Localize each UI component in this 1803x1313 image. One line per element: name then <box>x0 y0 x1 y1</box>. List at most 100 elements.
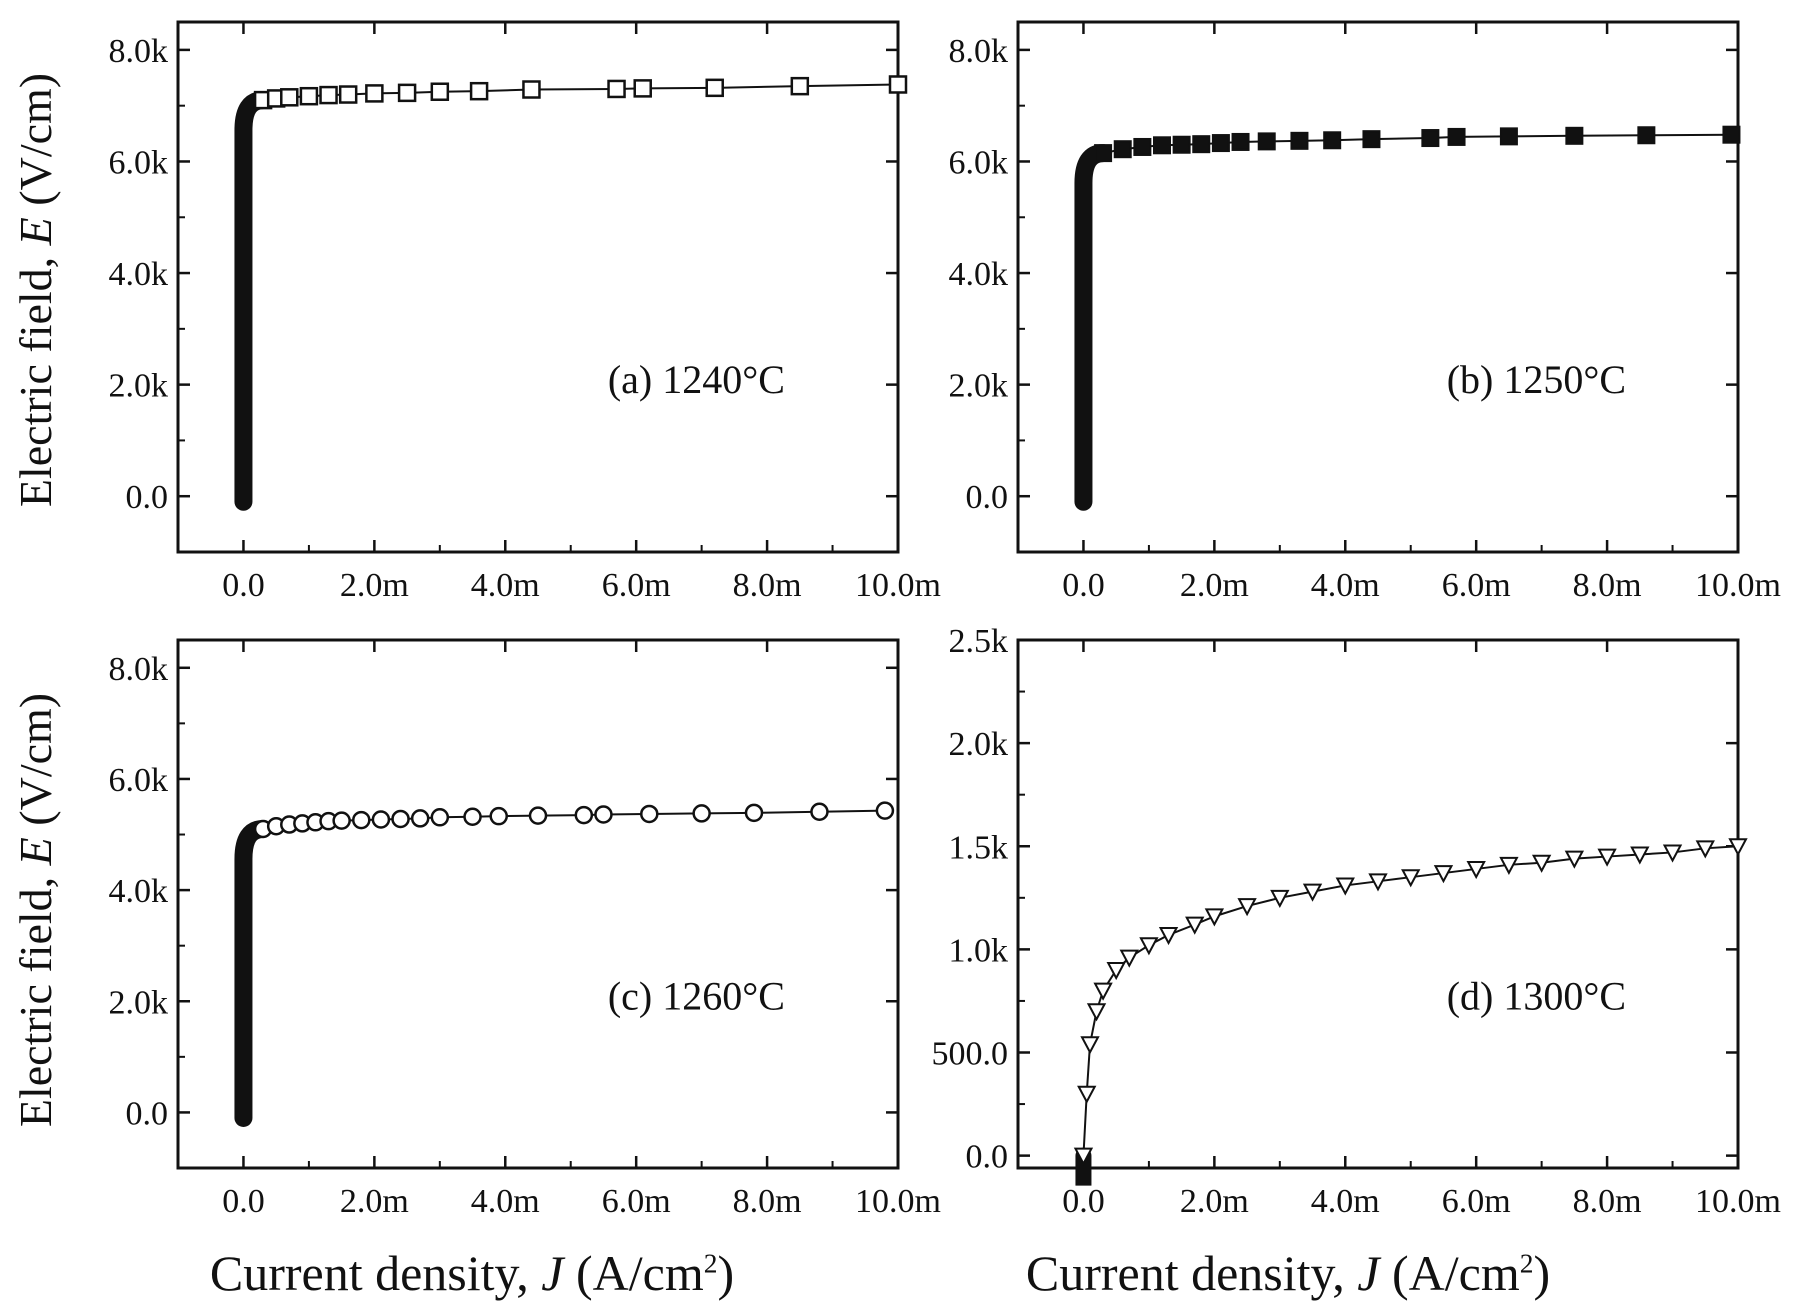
data-point <box>1080 1036 1100 1055</box>
data-point <box>528 806 548 825</box>
y-tick-label: 6.0k <box>109 762 169 799</box>
y-tick-label: 1.5k <box>949 829 1009 866</box>
data-point <box>1433 865 1454 884</box>
data-point <box>1086 1003 1107 1022</box>
x-tick-label: 0.0 <box>222 567 265 604</box>
data-point <box>1499 127 1518 146</box>
data-point <box>1368 873 1388 892</box>
plot-frame <box>176 638 900 1170</box>
data-point <box>1231 132 1250 151</box>
panel-annotation: (c) 1260°C <box>608 974 785 1019</box>
data-point <box>1133 137 1152 156</box>
data-point <box>391 809 410 829</box>
data-point <box>1565 126 1584 145</box>
y-tick-label: 2.0k <box>109 984 169 1021</box>
panel-b: 0.0 2.0m 4.0m 6.0m 8.0m 10.0m 0.0 2.0k 4.0k 6.0k 8… <box>949 20 1781 604</box>
data-point <box>280 88 299 107</box>
data-point <box>1564 850 1585 869</box>
x-tick-label: 4.0m <box>1311 1183 1380 1220</box>
x-label-symbol: J <box>541 1245 564 1301</box>
data-point <box>1695 840 1715 859</box>
x-tick-label: 0.0 <box>1062 1183 1105 1220</box>
data-point <box>1073 1147 1094 1166</box>
data-point <box>299 86 319 106</box>
x-tick-label: 2.0m <box>1180 1183 1249 1220</box>
data-point <box>1323 131 1342 150</box>
data-point <box>1211 134 1230 153</box>
data-point <box>1270 889 1290 908</box>
y-label-prefix: Electric field, <box>10 245 62 508</box>
data-point <box>1172 135 1191 154</box>
x-tick-label: 6.0m <box>602 1183 671 1220</box>
panel-annotation: (d) 1300°C <box>1447 974 1626 1019</box>
x-tick-label: 8.0m <box>733 567 802 604</box>
data-point <box>1722 125 1741 144</box>
data-point <box>574 805 594 825</box>
data-point <box>1335 877 1355 896</box>
y-label-symbol: E <box>10 837 62 866</box>
data-point <box>1204 908 1225 927</box>
data-point <box>875 801 895 820</box>
data-point <box>1421 129 1440 148</box>
data-point <box>1093 982 1113 1001</box>
y-tick-label: 0.0 <box>126 479 169 516</box>
plot-frame <box>176 20 900 554</box>
y-tick-label: 2.0k <box>109 368 169 405</box>
data-point <box>1302 883 1323 902</box>
plot-frame <box>1016 20 1740 554</box>
y-tick-label: 6.0k <box>949 144 1009 181</box>
data-point <box>397 83 417 103</box>
data-point <box>463 807 482 826</box>
data-point <box>430 808 450 827</box>
y-tick-label: 2.5k <box>949 623 1009 660</box>
y-tick-label: 4.0k <box>109 256 169 293</box>
data-point <box>1401 869 1421 888</box>
data-point <box>633 79 652 98</box>
data-point <box>1119 949 1139 968</box>
x-tick-label: 6.0m <box>1442 1183 1511 1220</box>
y-tick-label: 8.0k <box>109 33 169 70</box>
x-tick-label: 4.0m <box>1311 567 1380 604</box>
x-label-close: ) <box>1533 1245 1551 1301</box>
data-point <box>365 84 384 103</box>
data-point <box>410 809 430 828</box>
x-label-prefix: Current density, <box>209 1245 542 1301</box>
data-point <box>594 805 613 824</box>
data-point <box>319 85 338 105</box>
x-tick-label: 8.0m <box>1573 567 1642 604</box>
y-tick-label: 0.0 <box>966 1139 1009 1176</box>
x-tick-label: 8.0m <box>733 1183 802 1220</box>
y-tick-label: 2.0k <box>949 726 1009 763</box>
data-point <box>1290 131 1309 150</box>
data-point <box>371 810 391 829</box>
series-line <box>1082 845 1739 1156</box>
x-tick-label: 2.0m <box>340 567 409 604</box>
y-tick-label: 8.0k <box>949 33 1009 70</box>
x-label-close: ) <box>717 1245 735 1301</box>
data-point <box>1158 926 1179 946</box>
data-point <box>1447 127 1466 146</box>
data-point <box>1499 856 1519 875</box>
x-axis-label-left: Current density, J (A/cm2) <box>82 1248 862 1298</box>
x-tick-label: 0.0 <box>1062 567 1105 604</box>
x-label-sup: 2 <box>703 1247 718 1279</box>
data-point <box>1077 1085 1097 1104</box>
x-tick-label: 6.0m <box>602 567 671 604</box>
data-point <box>1531 854 1552 873</box>
data-point <box>1597 848 1617 867</box>
data-point <box>790 76 810 96</box>
x-tick-label: 4.0m <box>471 567 540 604</box>
data-point <box>1237 898 1257 917</box>
x-tick-label: 2.0m <box>340 1183 409 1220</box>
plot-frame <box>1016 638 1740 1170</box>
data-point <box>332 811 351 830</box>
data-point <box>692 804 711 823</box>
data-point <box>1630 846 1650 865</box>
data-point <box>1192 135 1211 154</box>
y-tick-label: 4.0k <box>109 873 169 910</box>
panel-d: 0.0 2.0m 4.0m 6.0m 8.0m 10.0m 0.0 500.0 1.0k 1.5k… <box>932 623 1781 1220</box>
panel-c: 0.0 2.0m 4.0m 6.0m 8.0m 10.0m 0.0 2.0k 4.0k 6.0k 8… <box>109 638 941 1220</box>
data-point <box>1466 860 1486 880</box>
x-axis-label-right: Current density, J (A/cm2) <box>898 1248 1678 1298</box>
